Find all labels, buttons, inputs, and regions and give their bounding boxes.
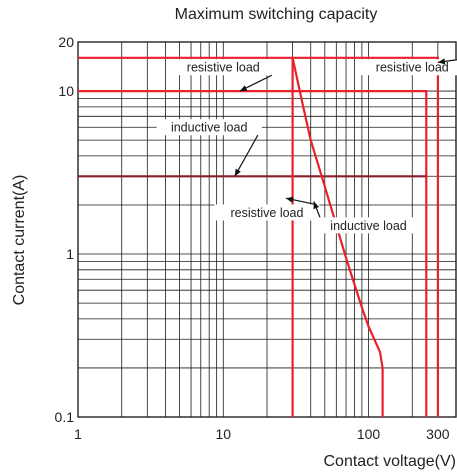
- annotation-4: resistive load: [214, 196, 320, 221]
- annotation-label: inductive load: [171, 121, 247, 135]
- x-tick-label: 300: [426, 426, 450, 442]
- annotation-box: [214, 204, 320, 221]
- annotation-box: [156, 119, 262, 136]
- annotation-arrowhead: [437, 58, 446, 65]
- y-tick-label: 0.1: [55, 409, 75, 425]
- annotation-arrowhead: [234, 168, 241, 177]
- series-layer: [78, 56, 439, 417]
- annotation-label: resistive load: [231, 206, 304, 220]
- annotation-1: resistive load: [170, 59, 276, 92]
- series-line-5: [291, 57, 384, 417]
- annotation-arrowhead: [239, 85, 248, 92]
- annotation-box: [315, 217, 422, 234]
- y-tick-label: 20: [58, 34, 74, 50]
- annotation-leader: [234, 134, 259, 177]
- annotation-arrowhead: [285, 196, 294, 203]
- annotation-2: resistive load: [359, 58, 457, 76]
- y-tick-label: 1: [66, 246, 74, 262]
- annotation-box: [170, 59, 276, 76]
- annotation-label: resistive load: [376, 61, 449, 75]
- series-line-1: [78, 56, 439, 417]
- x-axis-label: Contact voltage(V): [323, 453, 456, 470]
- annotation-arrowhead: [313, 201, 320, 210]
- chart-title: Maximum switching capacity: [175, 6, 378, 23]
- series-line-2: [78, 89, 428, 417]
- annotation-label: resistive load: [187, 61, 260, 75]
- plot-frame: [77, 41, 457, 418]
- annotation-5: inductive load: [313, 201, 422, 234]
- y-axis-label: Contact current(A): [11, 175, 28, 306]
- y-tick-label: 10: [58, 83, 74, 99]
- annotation-3: inductive load: [156, 119, 262, 177]
- annotation-layer: resistive load resistive load inductive lo…: [156, 58, 457, 234]
- x-tick-label: 100: [357, 426, 381, 442]
- x-tick-label: 1: [74, 426, 82, 442]
- x-tick-label: 10: [215, 426, 231, 442]
- annotation-box: [359, 59, 457, 76]
- annotation-label: inductive load: [330, 219, 406, 233]
